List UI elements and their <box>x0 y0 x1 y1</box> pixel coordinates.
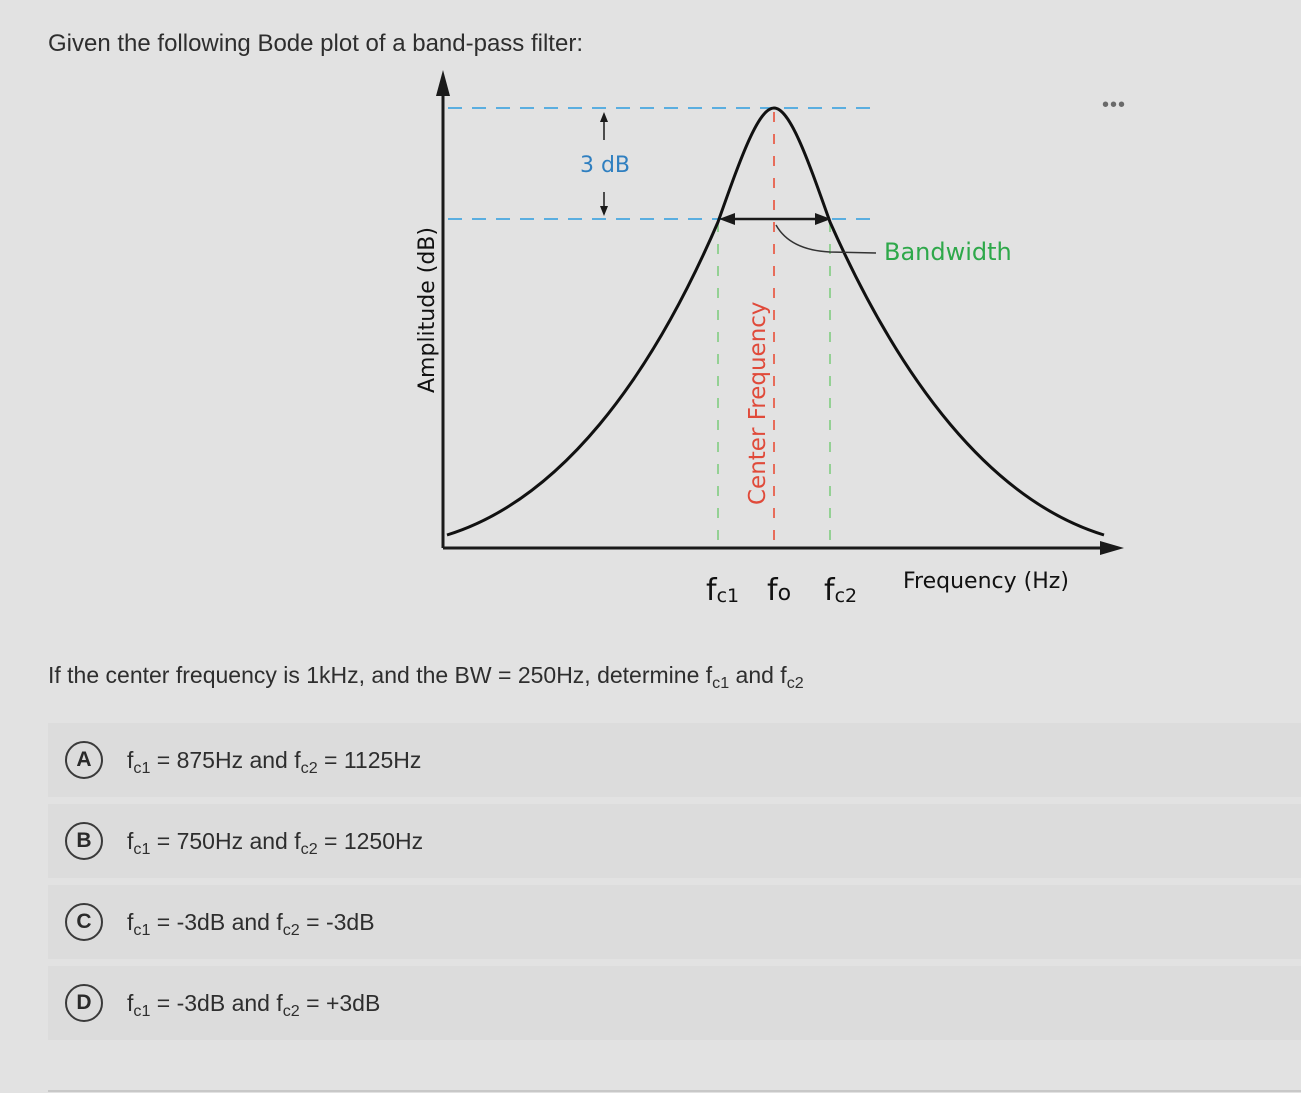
fc2-tick-label: fc2 <box>824 573 857 608</box>
option-a-text: fc1 = 875Hz and fc2 = 1125Hz <box>127 746 422 777</box>
question-prompt: If the center frequency is 1kHz, and the… <box>48 662 804 692</box>
bode-plot-svg: 3 dB Bandwidth Center Frequency Amplitud… <box>415 70 1124 608</box>
option-b-text: fc1 = 750Hz and fc2 = 1250Hz <box>127 827 424 858</box>
option-c-badge: C <box>65 903 103 941</box>
option-a-badge: A <box>65 741 103 779</box>
option-b-badge: B <box>65 822 103 860</box>
option-d-text: fc1 = -3dB and fc2 = +3dB <box>127 989 381 1020</box>
prompt-text: If the center frequency is 1kHz, and the… <box>48 662 713 688</box>
center-frequency-label: Center Frequency <box>745 301 771 505</box>
fo-tick-label: fo <box>767 573 791 608</box>
db-arrow-down-head <box>600 206 608 216</box>
option-d[interactable]: D fc1 = -3dB and fc2 = +3dB <box>48 966 1301 1040</box>
option-a[interactable]: A fc1 = 875Hz and fc2 = 1125Hz <box>48 723 1301 797</box>
response-curve <box>446 106 1105 537</box>
x-axis-arrow <box>1100 541 1124 555</box>
db-label: 3 dB <box>580 153 630 178</box>
more-options-icon[interactable]: ••• <box>1101 94 1126 116</box>
fc1-tick-label: fc1 <box>706 573 739 608</box>
prompt-sub-c2: c2 <box>786 673 804 692</box>
option-c[interactable]: C fc1 = -3dB and fc2 = -3dB <box>48 885 1301 959</box>
bode-plot-figure: 3 dB Bandwidth Center Frequency Amplitud… <box>415 70 1124 608</box>
option-b[interactable]: B fc1 = 750Hz and fc2 = 1250Hz <box>48 804 1301 878</box>
x-axis-label: Frequency (Hz) <box>903 569 1069 594</box>
bandwidth-arrow-right <box>815 213 831 225</box>
option-c-text: fc1 = -3dB and fc2 = -3dB <box>127 908 375 939</box>
prompt-sub-c1: c1 <box>712 673 730 692</box>
y-axis-arrow <box>436 70 450 96</box>
bottom-divider <box>48 1090 1301 1092</box>
bandwidth-arrow-left <box>719 213 735 225</box>
y-axis-label: Amplitude (dB) <box>415 227 440 393</box>
bandwidth-label: Bandwidth <box>884 238 1012 266</box>
bandwidth-leader <box>775 224 877 254</box>
db-arrow-up-head <box>600 112 608 122</box>
option-d-badge: D <box>65 984 103 1022</box>
prompt-and: and f <box>729 662 787 688</box>
question-title: Given the following Bode plot of a band-… <box>48 30 583 57</box>
